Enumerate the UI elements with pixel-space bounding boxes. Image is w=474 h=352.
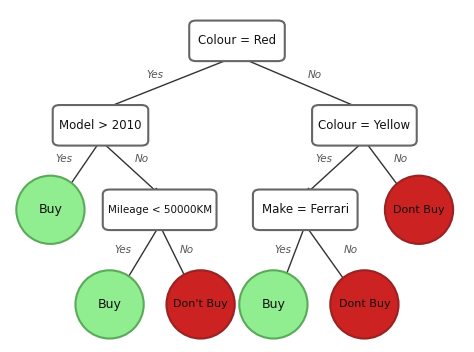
Text: Yes: Yes: [274, 245, 291, 255]
Ellipse shape: [330, 270, 399, 339]
Ellipse shape: [75, 270, 144, 339]
FancyBboxPatch shape: [312, 105, 417, 146]
Text: No: No: [307, 70, 321, 80]
Text: Model > 2010: Model > 2010: [59, 119, 142, 132]
FancyBboxPatch shape: [189, 20, 285, 61]
Text: Colour = Red: Colour = Red: [198, 34, 276, 47]
Text: Yes: Yes: [315, 154, 332, 164]
Text: Colour = Yellow: Colour = Yellow: [319, 119, 410, 132]
Text: Buy: Buy: [262, 298, 285, 311]
Text: No: No: [344, 245, 358, 255]
Ellipse shape: [16, 176, 84, 244]
Text: Buy: Buy: [98, 298, 121, 311]
Text: Yes: Yes: [55, 154, 73, 164]
Text: No: No: [394, 154, 408, 164]
Text: Mileage < 50000KM: Mileage < 50000KM: [108, 205, 212, 215]
Ellipse shape: [166, 270, 235, 339]
FancyBboxPatch shape: [253, 189, 357, 230]
FancyBboxPatch shape: [103, 189, 217, 230]
Text: Dont Buy: Dont Buy: [338, 300, 390, 309]
Text: Buy: Buy: [38, 203, 63, 216]
Ellipse shape: [385, 176, 453, 244]
Text: Don't Buy: Don't Buy: [173, 300, 228, 309]
Text: Make = Ferrari: Make = Ferrari: [262, 203, 349, 216]
Text: Yes: Yes: [115, 245, 132, 255]
Text: No: No: [180, 245, 194, 255]
FancyBboxPatch shape: [53, 105, 148, 146]
Text: Dont Buy: Dont Buy: [393, 205, 445, 215]
Ellipse shape: [239, 270, 308, 339]
Text: No: No: [135, 154, 148, 164]
Text: Yes: Yes: [146, 70, 164, 80]
